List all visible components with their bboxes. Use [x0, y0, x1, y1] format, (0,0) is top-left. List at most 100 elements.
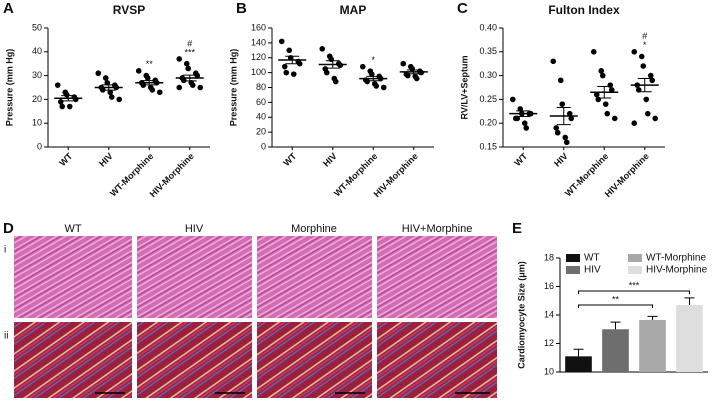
data-point [194, 72, 201, 79]
error-bar [406, 69, 421, 75]
y-tick-label: 0.35 [479, 46, 497, 56]
significance-mark: * [371, 55, 375, 65]
data-point [283, 69, 290, 76]
data-point [523, 125, 530, 131]
data-point [116, 96, 123, 103]
data-point [631, 120, 638, 126]
legend-label: WT [584, 253, 600, 264]
data-point [176, 84, 183, 91]
error-bar [182, 74, 197, 82]
legend-label: HIV-Morphine [646, 265, 708, 276]
data-point [635, 87, 642, 93]
y-tick-label: 60 [256, 97, 266, 107]
error-bar [285, 55, 300, 65]
panel-label: C [457, 0, 468, 17]
data-point [553, 125, 560, 131]
significance-mark: # [187, 38, 192, 48]
y-tick-label: 100 [251, 67, 266, 77]
legend-label: HIV [584, 265, 601, 276]
data-point [649, 77, 656, 84]
data-point [566, 110, 573, 117]
data-point [54, 82, 61, 88]
y-tick-label: 20 [256, 127, 266, 137]
y-tick-label: 80 [256, 82, 266, 92]
data-point [108, 94, 115, 100]
data-point [176, 56, 183, 62]
data-point [156, 89, 163, 96]
y-tick-label: 16 [544, 281, 554, 291]
data-point [611, 115, 618, 122]
data-point [640, 63, 647, 69]
data-point [599, 72, 606, 79]
y-tick-label: 10 [32, 118, 42, 128]
data-point [517, 106, 524, 112]
data-point [557, 77, 564, 84]
data-point [652, 115, 659, 122]
data-point [373, 83, 380, 89]
y-tick-label: 0.20 [479, 118, 497, 128]
data-point [57, 98, 64, 105]
data-point [550, 58, 557, 65]
data-point [290, 71, 297, 77]
error-bar [101, 84, 116, 91]
x-tick-label: HIV [321, 151, 339, 169]
micrograph [137, 236, 252, 318]
y-axis-label: Pressure (mm Hg) [4, 49, 14, 127]
error-bar [610, 321, 621, 330]
significance-mark: ** [146, 59, 154, 69]
data-point [72, 96, 79, 103]
data-point [368, 71, 375, 77]
y-tick-label: 50 [32, 22, 42, 32]
data-point [286, 47, 293, 54]
data-point [400, 60, 407, 67]
error-bar [573, 348, 584, 357]
error-bar [597, 86, 612, 99]
chart-title: Fulton Index [548, 3, 620, 17]
data-point [319, 46, 326, 52]
y-tick-label: 0.40 [479, 22, 497, 32]
error-bar [647, 315, 658, 320]
x-tick-label: WT [57, 151, 74, 168]
error-bar [637, 77, 652, 93]
y-tick-label: 0 [37, 141, 42, 151]
data-point [521, 120, 528, 126]
error-bar [366, 75, 381, 82]
y-tick-label: 0.15 [479, 141, 497, 151]
data-point [359, 63, 366, 70]
column-label: HIV+Morphine [402, 223, 473, 235]
row-label: ii [4, 331, 8, 342]
panel-label: A [3, 0, 14, 17]
y-tick-label: 40 [256, 112, 266, 122]
error-bar [61, 95, 76, 102]
data-point [643, 96, 650, 103]
column-label: Morphine [291, 223, 337, 235]
data-point [183, 60, 190, 67]
data-point [563, 139, 570, 146]
data-point [149, 87, 156, 93]
x-tick-label: HIV [97, 151, 115, 169]
data-point [323, 69, 330, 76]
column-label: HIV [185, 223, 204, 235]
legend-swatch [566, 266, 580, 274]
data-point [638, 53, 645, 60]
significance-mark: * [643, 40, 647, 50]
panel-label: D [3, 220, 14, 237]
micrograph [14, 322, 132, 398]
panel-label: B [236, 0, 247, 17]
x-tick-label: WT [281, 151, 298, 168]
data-point [644, 110, 651, 117]
significance-mark: # [642, 31, 647, 41]
y-tick-label: 20 [32, 94, 42, 104]
data-point [189, 82, 196, 88]
micrograph [14, 236, 132, 318]
bar [639, 319, 666, 372]
data-point [197, 84, 204, 91]
significance-mark: *** [184, 47, 195, 57]
data-point [332, 78, 339, 85]
data-point [631, 49, 638, 55]
data-point [604, 110, 611, 117]
legend-swatch [628, 254, 642, 262]
error-bar [684, 297, 695, 306]
data-point [514, 115, 521, 122]
x-tick-label: WT [512, 151, 529, 168]
